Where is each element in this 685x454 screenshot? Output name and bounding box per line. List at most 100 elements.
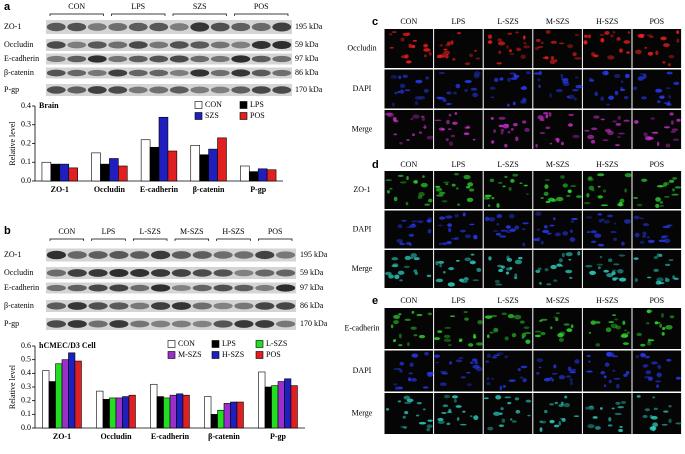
cell-signal [390, 324, 394, 329]
cell-signal [448, 141, 454, 146]
legend-label: CON [178, 339, 195, 348]
cell-signal [404, 255, 411, 261]
cell-signal [606, 273, 614, 278]
blot-band [192, 284, 212, 292]
blot-band [46, 69, 66, 77]
cell-signal [463, 174, 471, 180]
blot-band [88, 284, 108, 292]
cell-signal [407, 342, 410, 347]
group-label: M-SZS [180, 227, 204, 236]
cell-signal [496, 203, 500, 208]
cell-signal [439, 216, 446, 220]
column-label: H-SZS [596, 17, 618, 26]
cell-signal [670, 120, 674, 125]
cell-signal [417, 195, 423, 200]
blot-band [169, 23, 189, 31]
cell-signal [655, 88, 663, 93]
cell-signal [626, 51, 630, 54]
blot-band [108, 41, 128, 49]
cell-signal [549, 403, 554, 406]
micrograph [533, 29, 582, 68]
cell-signal [393, 196, 398, 202]
cell-signal [573, 97, 577, 101]
cell-signal [414, 96, 421, 100]
blot-band [130, 284, 150, 292]
cell-signal [410, 220, 418, 223]
blot-band [108, 22, 128, 32]
cell-signal [438, 191, 446, 195]
cell-signal [659, 95, 665, 99]
cell-signal [494, 279, 500, 284]
cell-signal [487, 40, 493, 44]
cell-signal [633, 86, 638, 91]
column-label: CON [400, 17, 417, 26]
cell-signal [534, 334, 541, 338]
blot-band [171, 320, 192, 328]
cell-signal [665, 87, 671, 90]
kda-label: 97 kDa [295, 54, 319, 63]
legend-swatch [239, 101, 248, 109]
cell-signal [413, 269, 418, 273]
cell-signal [652, 422, 659, 428]
cell-signal [473, 74, 480, 79]
cell-signal [558, 337, 564, 343]
cell-signal [397, 174, 404, 177]
y-tick-label: 0.1 [21, 409, 31, 418]
cell-signal [469, 53, 473, 58]
y-axis-label: Relative level [8, 364, 17, 409]
cell-signal [540, 41, 544, 45]
cell-signal [514, 259, 523, 265]
cell-signal [562, 231, 569, 236]
protein-label: ZO-1 [4, 22, 21, 31]
cell-signal [418, 421, 427, 425]
cell-signal [597, 213, 603, 216]
group-bracket [234, 13, 289, 16]
cell-signal [586, 216, 593, 219]
protein-label: Occludin [4, 268, 33, 277]
blot-band [67, 69, 87, 77]
cell-signal [662, 61, 666, 64]
cell-signal [475, 342, 484, 346]
cell-signal [427, 312, 433, 316]
column-label: M-SZS [546, 17, 570, 26]
cell-signal [620, 80, 624, 84]
cell-signal [544, 179, 551, 181]
row-label: DAPI [353, 84, 372, 93]
x-tick-label: β-catenin [193, 185, 225, 194]
cell-signal [437, 260, 445, 264]
blot-band [46, 284, 66, 292]
cell-signal [406, 175, 409, 181]
cell-signal [637, 33, 645, 39]
cell-signal [514, 277, 517, 280]
cell-signal [450, 40, 454, 45]
cell-signal [558, 375, 566, 380]
column-label: L-SZS [497, 296, 518, 305]
blot-band [213, 251, 233, 259]
blot-band [130, 269, 150, 277]
cell-signal [496, 214, 503, 219]
cell-signal [499, 412, 503, 415]
cell-signal [443, 50, 451, 56]
cell-signal [587, 134, 595, 140]
x-tick-label: P-gp [270, 432, 287, 441]
cell-signal [424, 203, 431, 206]
cell-signal [515, 31, 519, 34]
cell-signal [591, 52, 595, 57]
cell-signal [563, 323, 570, 326]
blot-band [88, 320, 108, 328]
cell-signal [553, 364, 557, 369]
blot-strip [46, 267, 296, 279]
cell-signal [487, 426, 494, 431]
cell-signal [502, 185, 506, 188]
cell-signal [472, 138, 476, 141]
cell-signal [439, 370, 447, 373]
cell-signal [523, 35, 526, 40]
micrograph [434, 29, 483, 68]
blot-band [171, 284, 192, 292]
cell-signal [443, 270, 446, 274]
cell-signal [646, 309, 653, 313]
cell-signal [610, 231, 617, 233]
cell-signal [643, 132, 648, 137]
cell-signal [657, 364, 662, 370]
group-bracket [111, 13, 166, 16]
